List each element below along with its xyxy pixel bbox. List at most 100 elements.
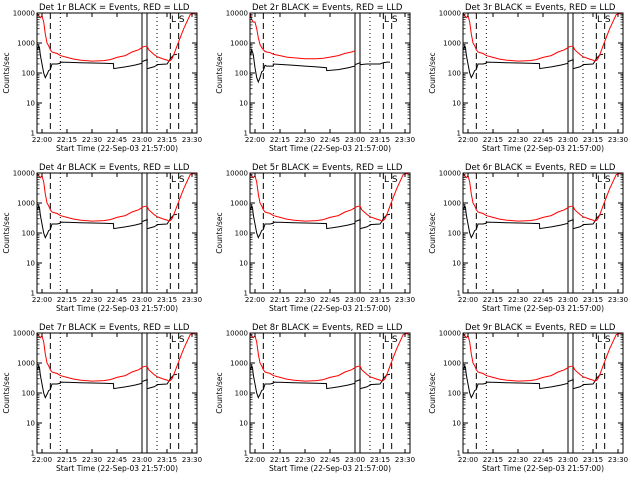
x-tick-label: 22:30 — [295, 296, 315, 304]
y-axis-label: Counts/sec — [2, 212, 11, 253]
y-tick-label: 1 — [31, 450, 35, 458]
y-tick-label: 10000 — [13, 330, 35, 338]
detector-panel-7: Det 7r BLACK = Events, RED = LLD L S 22:00… — [2, 323, 202, 473]
x-tick-label: 22:45 — [320, 296, 340, 304]
x-tick-label: 22:15 — [483, 456, 503, 464]
y-tick-label: 1 — [31, 290, 35, 298]
x-tick-label: 23:30 — [182, 136, 202, 144]
legend-marker: L S — [384, 335, 398, 345]
y-tick-label: 1 — [457, 130, 461, 138]
series-lld — [463, 13, 623, 62]
x-tick-label: 23:15 — [583, 136, 603, 144]
y-tick-label: 100 — [448, 390, 461, 398]
y-axis-label: Counts/sec — [428, 372, 437, 413]
series-events — [463, 204, 604, 239]
axes-frame — [36, 332, 198, 454]
detector-panel-6: Det 6r BLACK = Events, RED = LLD L S 22:00… — [428, 163, 628, 313]
x-axis-label: Start Time (22-Sep-03 21:57:00) — [269, 304, 391, 313]
y-axis-label: Counts/sec — [215, 372, 224, 413]
y-tick-label: 100 — [235, 390, 248, 398]
x-tick-label: 22:15 — [270, 456, 290, 464]
x-tick-label: 23:30 — [395, 136, 415, 144]
series-events — [250, 204, 391, 239]
y-tick-label: 100 — [448, 70, 461, 78]
legend-marker: L S — [597, 175, 611, 185]
detector-panel-8: Det 8r BLACK = Events, RED = LLD L S 22:00… — [215, 323, 415, 473]
y-tick-label: 10000 — [439, 330, 461, 338]
x-tick-label: 23:00 — [558, 456, 578, 464]
y-tick-label: 1000 — [17, 40, 35, 48]
x-tick-label: 23:30 — [395, 456, 415, 464]
x-tick-label: 23:15 — [157, 456, 177, 464]
x-tick-label: 22:30 — [82, 456, 102, 464]
x-tick-label: 23:00 — [132, 456, 152, 464]
axes-frame — [36, 172, 198, 294]
series-lld — [37, 173, 197, 222]
series-events — [463, 364, 604, 399]
plot-area — [463, 173, 623, 293]
x-tick-label: 23:00 — [558, 296, 578, 304]
x-tick-label: 22:15 — [483, 296, 503, 304]
x-tick-label: 22:15 — [483, 136, 503, 144]
detector-panel-5: Det 5r BLACK = Events, RED = LLD L S 22:00… — [215, 163, 415, 313]
y-tick-label: 10 — [26, 260, 35, 268]
x-tick-label: 22:15 — [57, 456, 77, 464]
plot-area — [250, 333, 410, 453]
legend-marker: L S — [384, 15, 398, 25]
series-lld — [250, 13, 356, 60]
x-tick-label: 22:45 — [533, 456, 553, 464]
x-tick-label: 22:45 — [107, 456, 127, 464]
y-tick-label: 1 — [244, 450, 248, 458]
panel-title: Det 2r BLACK = Events, RED = LLD — [252, 3, 403, 13]
x-tick-label: 23:15 — [370, 296, 390, 304]
y-tick-label: 1000 — [17, 200, 35, 208]
y-tick-label: 10 — [452, 420, 461, 428]
plot-area — [463, 13, 623, 133]
x-tick-label: 22:00 — [245, 296, 265, 304]
x-tick-label: 22:00 — [245, 456, 265, 464]
y-tick-label: 1000 — [443, 200, 461, 208]
x-tick-label: 22:30 — [508, 456, 528, 464]
x-tick-label: 22:15 — [270, 296, 290, 304]
x-tick-label: 22:00 — [458, 456, 478, 464]
legend-marker: L S — [384, 175, 398, 185]
y-tick-label: 10000 — [439, 10, 461, 18]
y-tick-label: 1 — [457, 450, 461, 458]
x-tick-label: 23:30 — [182, 456, 202, 464]
y-tick-label: 10000 — [13, 170, 35, 178]
x-tick-label: 23:30 — [395, 296, 415, 304]
panel-title: Det 9r BLACK = Events, RED = LLD — [465, 323, 616, 333]
x-tick-label: 23:00 — [345, 296, 365, 304]
y-tick-label: 1000 — [443, 40, 461, 48]
x-tick-label: 22:00 — [32, 136, 52, 144]
x-tick-label: 22:45 — [533, 296, 553, 304]
series-events — [37, 204, 178, 239]
y-tick-label: 1000 — [230, 360, 248, 368]
x-axis-label: Start Time (22-Sep-03 21:57:00) — [482, 464, 604, 473]
y-axis-label: Counts/sec — [2, 372, 11, 413]
x-tick-label: 23:15 — [370, 136, 390, 144]
x-axis-label: Start Time (22-Sep-03 21:57:00) — [56, 464, 178, 473]
x-tick-label: 22:45 — [533, 136, 553, 144]
panel-title: Det 5r BLACK = Events, RED = LLD — [252, 163, 403, 173]
x-tick-label: 22:00 — [32, 296, 52, 304]
plot-area — [37, 173, 197, 293]
y-tick-label: 10 — [239, 260, 248, 268]
x-tick-label: 23:00 — [345, 136, 365, 144]
legend-marker: L S — [171, 335, 185, 345]
y-tick-label: 10 — [239, 100, 248, 108]
x-tick-label: 22:15 — [57, 296, 77, 304]
series-events — [250, 364, 391, 399]
x-tick-label: 22:15 — [270, 136, 290, 144]
series-lld — [250, 333, 410, 382]
x-axis-label: Start Time (22-Sep-03 21:57:00) — [269, 464, 391, 473]
detector-panel-3: Det 3r BLACK = Events, RED = LLD L S 22:00… — [428, 3, 628, 153]
x-tick-label: 23:00 — [558, 136, 578, 144]
x-tick-label: 22:30 — [295, 136, 315, 144]
series-events — [250, 47, 390, 84]
x-tick-label: 23:00 — [132, 136, 152, 144]
axes-frame — [462, 172, 624, 294]
x-tick-label: 22:00 — [458, 296, 478, 304]
x-tick-label: 22:00 — [458, 136, 478, 144]
panel-title: Det 3r BLACK = Events, RED = LLD — [465, 3, 616, 13]
